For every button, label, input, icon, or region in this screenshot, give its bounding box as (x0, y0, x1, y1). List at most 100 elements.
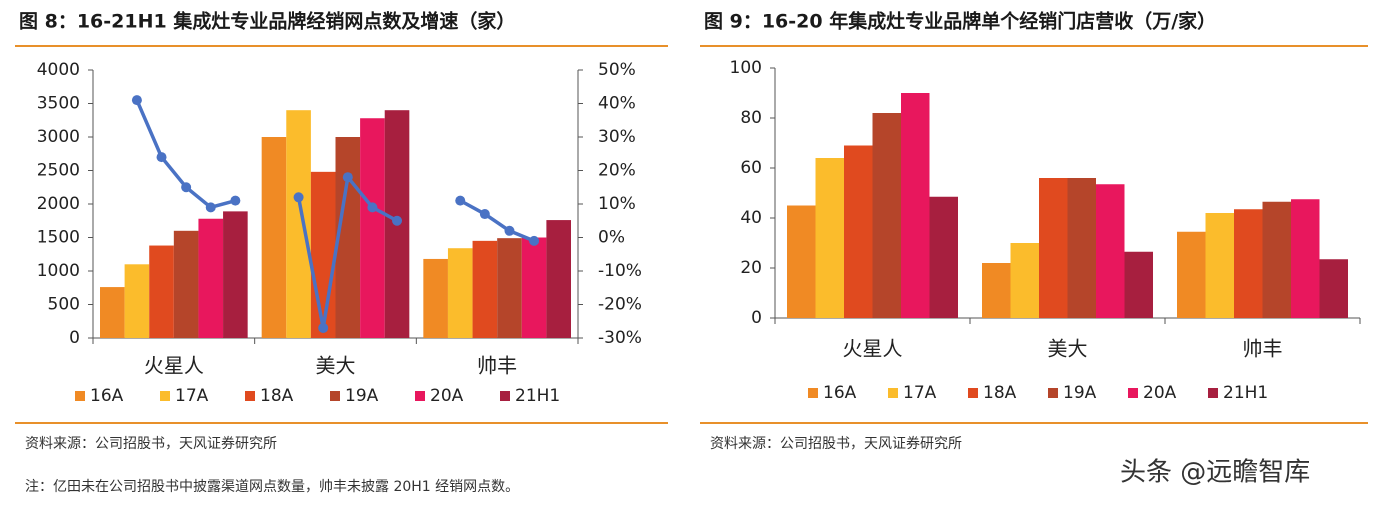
growth-point (181, 182, 192, 193)
bar (929, 196, 958, 318)
y2-tick-label: -30% (598, 328, 642, 348)
bar (198, 218, 224, 338)
bar (286, 110, 311, 338)
x-tick-label: 美大 (316, 354, 356, 378)
legend-swatch (968, 388, 978, 398)
legend-swatch (1208, 388, 1218, 398)
bar (872, 113, 901, 318)
legend-swatch (1128, 388, 1138, 398)
bar (546, 220, 571, 338)
x-tick-label: 火星人 (144, 354, 204, 378)
y2-tick-label: 40% (598, 94, 636, 114)
y-tick-label: 4000 (37, 60, 80, 80)
bar (310, 171, 336, 338)
growth-point (131, 95, 142, 106)
bar (360, 118, 385, 339)
x-tick-label: 美大 (1048, 337, 1088, 361)
legend-label: 18A (983, 383, 1017, 403)
source: 资料来源：公司招股书，天风证券研究所 (710, 436, 962, 452)
legend-swatch (75, 391, 85, 401)
bar (423, 258, 448, 338)
bar (472, 240, 498, 338)
y-tick-label: 3500 (37, 94, 80, 114)
y2-tick-label: -10% (598, 261, 642, 281)
legend-swatch (330, 391, 340, 401)
bar (1096, 184, 1125, 318)
growth-point (318, 322, 329, 333)
bar (1262, 201, 1291, 318)
legend-swatch (415, 391, 425, 401)
bar (1039, 178, 1068, 318)
growth-point (529, 235, 540, 246)
bar (100, 287, 125, 338)
source: 资料来源：公司招股书，天风证券研究所 (25, 436, 277, 452)
x-tick-label: 帅丰 (477, 354, 517, 378)
bar (173, 230, 199, 338)
legend-label: 19A (1063, 383, 1097, 403)
y-tick-label: 500 (48, 295, 80, 315)
bar (1291, 199, 1320, 318)
legend-label: 19A (345, 386, 379, 406)
x-tick-label: 火星人 (843, 337, 903, 361)
bar (1067, 178, 1096, 318)
watermark: 头条 @远瞻智库 (1120, 458, 1310, 488)
y2-tick-label: -20% (598, 295, 642, 315)
legend-label: 20A (430, 386, 464, 406)
chart-title: 图 9：16-20 年集成灶专业品牌单个经销门店营收（万/家） (704, 10, 1216, 33)
bar (982, 263, 1011, 318)
bar (223, 211, 248, 338)
bar (1124, 251, 1153, 318)
y-tick-label: 1000 (37, 261, 80, 281)
growth-point (230, 195, 241, 206)
growth-point (479, 209, 490, 220)
bar (1010, 243, 1039, 318)
y-tick-label: 80 (740, 108, 762, 128)
y2-tick-label: 50% (598, 60, 636, 80)
legend-swatch (1048, 388, 1058, 398)
legend-label: 20A (1143, 383, 1177, 403)
y-tick-label: 2000 (37, 194, 80, 214)
bar (1205, 213, 1234, 318)
growth-point (504, 225, 515, 236)
legend-swatch (500, 391, 510, 401)
y-tick-label: 60 (740, 158, 762, 178)
y-tick-label: 20 (740, 258, 762, 278)
legend-swatch (888, 388, 898, 398)
legend-label: 16A (90, 386, 124, 406)
bar (787, 205, 816, 318)
legend-label: 17A (903, 383, 937, 403)
y-tick-label: 3000 (37, 127, 80, 147)
bar (815, 158, 844, 318)
y-tick-label: 40 (740, 208, 762, 228)
bar (901, 93, 930, 318)
growth-point (455, 195, 466, 206)
bar (124, 264, 150, 338)
bar (844, 145, 873, 318)
growth-point (156, 152, 167, 163)
bar (497, 238, 522, 338)
note: 注：亿田未在公司招股书中披露渠道网点数量，帅丰未披露 20H1 经销网点数。 (25, 479, 519, 495)
x-tick-label: 帅丰 (1243, 337, 1283, 361)
bar (1234, 209, 1263, 318)
legend-label: 21H1 (515, 386, 560, 406)
y-tick-label: 100 (730, 58, 762, 78)
bar (447, 248, 473, 338)
growth-point (205, 202, 216, 213)
y-tick-label: 0 (69, 328, 80, 348)
bar (1319, 259, 1348, 318)
growth-point (293, 192, 304, 203)
y2-tick-label: 30% (598, 127, 636, 147)
y-tick-label: 1500 (37, 228, 80, 248)
y2-tick-label: 20% (598, 161, 636, 181)
legend-swatch (245, 391, 255, 401)
bar (521, 237, 547, 338)
y2-tick-label: 10% (598, 194, 636, 214)
legend-label: 16A (823, 383, 857, 403)
legend-label: 18A (260, 386, 294, 406)
growth-point (367, 202, 378, 213)
y-tick-label: 2500 (37, 161, 80, 181)
legend-swatch (808, 388, 818, 398)
bar (261, 137, 287, 338)
bar (1177, 231, 1206, 318)
